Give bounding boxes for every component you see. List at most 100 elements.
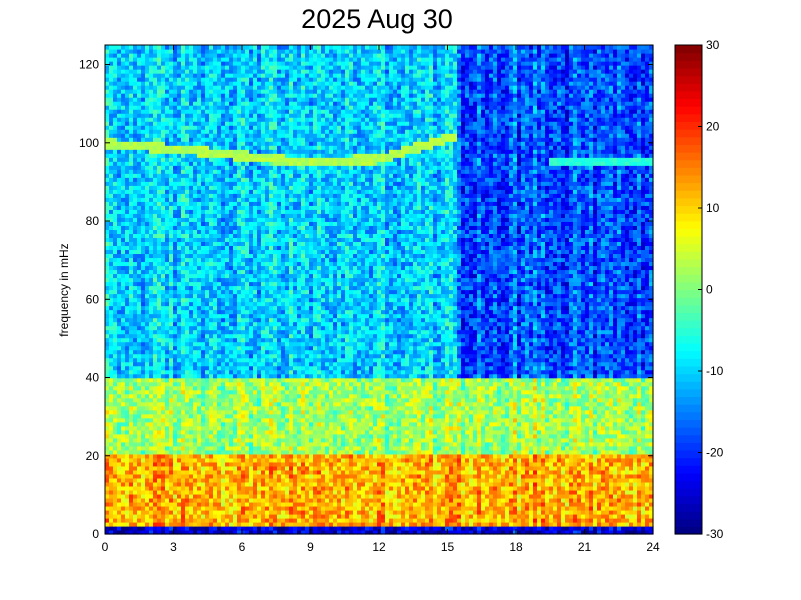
heatmap-cell — [161, 517, 166, 523]
heatmap-cell — [217, 509, 222, 515]
heatmap-cell — [421, 525, 426, 531]
heatmap-cell — [277, 449, 282, 455]
heatmap-cell — [493, 401, 498, 407]
heatmap-cell — [421, 453, 426, 459]
heatmap-cell — [601, 461, 606, 467]
heatmap-cell — [253, 469, 258, 475]
heatmap-cell — [433, 497, 438, 503]
heatmap-cell — [525, 485, 530, 491]
heatmap-cell — [141, 441, 146, 447]
heatmap-cell — [477, 485, 482, 491]
heatmap-cell — [493, 473, 498, 479]
heatmap-cell — [321, 509, 326, 515]
heatmap-cell — [441, 509, 446, 515]
heatmap-cell — [649, 465, 654, 471]
heatmap-cell — [513, 529, 518, 535]
heatmap-cell — [301, 493, 306, 499]
heatmap-cell — [517, 389, 522, 395]
heatmap-cell — [501, 473, 506, 479]
heatmap-cell — [445, 401, 450, 407]
heatmap-cell — [533, 501, 538, 507]
heatmap-cell — [137, 509, 142, 515]
heatmap-cell — [445, 461, 450, 467]
heatmap-cell — [533, 473, 538, 479]
heatmap-cell — [205, 393, 210, 399]
heatmap-cell — [393, 489, 398, 495]
heatmap-cell — [461, 481, 466, 487]
heatmap-cell — [613, 449, 618, 455]
heatmap-cell — [649, 473, 654, 479]
heatmap-cell — [185, 469, 190, 475]
heatmap-cell — [305, 409, 310, 415]
heatmap-cell — [561, 489, 566, 495]
heatmap-cell — [277, 425, 282, 431]
heatmap-cell — [157, 457, 162, 463]
heatmap-cell — [301, 477, 306, 483]
heatmap-cell — [477, 505, 482, 511]
heatmap-cell — [153, 453, 158, 459]
heatmap-cell — [289, 449, 294, 455]
heatmap-cell — [525, 433, 530, 439]
heatmap-cell — [493, 429, 498, 435]
heatmap-cell — [221, 525, 226, 531]
heatmap-cell — [181, 493, 186, 499]
heatmap-cell — [133, 489, 138, 495]
heatmap-cell — [285, 385, 290, 391]
heatmap-cell — [641, 421, 646, 427]
heatmap-cell — [141, 501, 146, 507]
heatmap-cell — [189, 437, 194, 443]
heatmap-cell — [481, 413, 486, 419]
heatmap-cell — [577, 417, 582, 423]
heatmap-cell — [349, 449, 354, 455]
heatmap-cell — [337, 433, 342, 439]
heatmap-cell — [649, 393, 654, 399]
heatmap-cell — [473, 513, 478, 519]
heatmap-cell — [481, 489, 486, 495]
heatmap-cell — [141, 521, 146, 527]
heatmap-cell — [257, 425, 262, 431]
heatmap-cell — [321, 389, 326, 395]
heatmap-cell — [145, 409, 150, 415]
heatmap-cell — [229, 461, 234, 467]
heatmap-cell — [301, 393, 306, 399]
heatmap-cell — [453, 477, 458, 483]
heatmap-cell — [277, 385, 282, 391]
heatmap-cell — [249, 401, 254, 407]
heatmap-cell — [345, 421, 350, 427]
heatmap-cell — [125, 457, 130, 463]
heatmap-cell — [525, 421, 530, 427]
heatmap-cell — [641, 389, 646, 395]
heatmap-cell — [517, 449, 522, 455]
heatmap-cell — [597, 457, 602, 463]
heatmap-cell — [585, 425, 590, 431]
heatmap-cell — [129, 393, 134, 399]
heatmap-cell — [229, 405, 234, 411]
heatmap-cell — [561, 529, 566, 535]
heatmap-cell — [305, 481, 310, 487]
heatmap-cell — [269, 401, 274, 407]
heatmap-cell — [585, 529, 590, 535]
heatmap-cell — [513, 485, 518, 491]
heatmap-cell — [237, 497, 242, 503]
heatmap-cell — [341, 397, 346, 403]
heatmap-cell — [593, 421, 598, 427]
heatmap-cell — [469, 485, 474, 491]
heatmap-cell — [317, 393, 322, 399]
heatmap-cell — [157, 481, 162, 487]
heatmap-cell — [481, 437, 486, 443]
heatmap-cell — [165, 449, 170, 455]
heatmap-cell — [425, 405, 430, 411]
heatmap-cell — [537, 497, 542, 503]
heatmap-cell — [269, 457, 274, 463]
heatmap-cell — [365, 509, 370, 515]
heatmap-cell — [581, 401, 586, 407]
heatmap-cell — [105, 529, 110, 535]
heatmap-cell — [437, 413, 442, 419]
heatmap-cell — [121, 409, 126, 415]
heatmap-cell — [345, 389, 350, 395]
heatmap-cell — [469, 469, 474, 475]
heatmap-cell — [609, 397, 614, 403]
heatmap-cell — [633, 453, 638, 459]
heatmap-cell — [549, 437, 554, 443]
heatmap-cell — [129, 425, 134, 431]
